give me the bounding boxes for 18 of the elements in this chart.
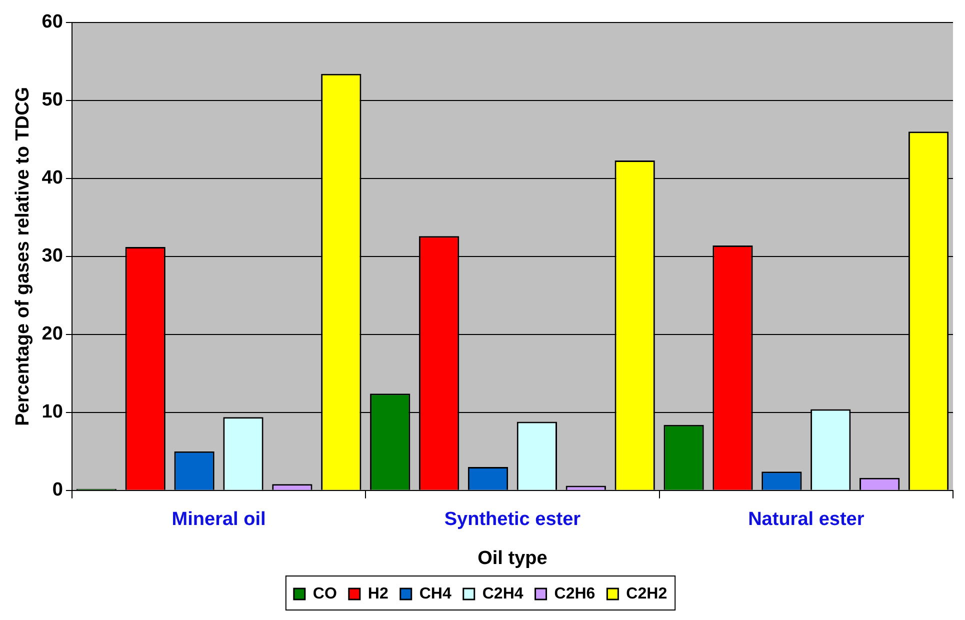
legend-label: H2 (368, 585, 388, 602)
y-tick-label: 40 (42, 168, 63, 189)
legend-label: CO (312, 585, 337, 602)
y-tick-label: 10 (42, 402, 63, 423)
x-tick-label: Mineral oil (172, 509, 266, 530)
x-axis-title: Oil type (478, 548, 548, 569)
y-tick-label: 20 (42, 324, 63, 345)
y-tick-label: 30 (42, 246, 63, 267)
y-tick-label: 60 (42, 12, 63, 33)
x-tick-label: Natural ester (748, 509, 865, 530)
y-tick-label: 50 (42, 90, 63, 111)
legend-label: C2H4 (482, 585, 524, 602)
x-tick-label: Synthetic ester (444, 509, 582, 530)
legend-label: C2H6 (554, 585, 596, 602)
y-tick-label: 0 (52, 480, 63, 501)
y-axis-title: Percentage of gases relative to TDCG (12, 86, 34, 426)
legend-label: C2H2 (626, 585, 668, 602)
legend-label: CH4 (419, 585, 452, 602)
